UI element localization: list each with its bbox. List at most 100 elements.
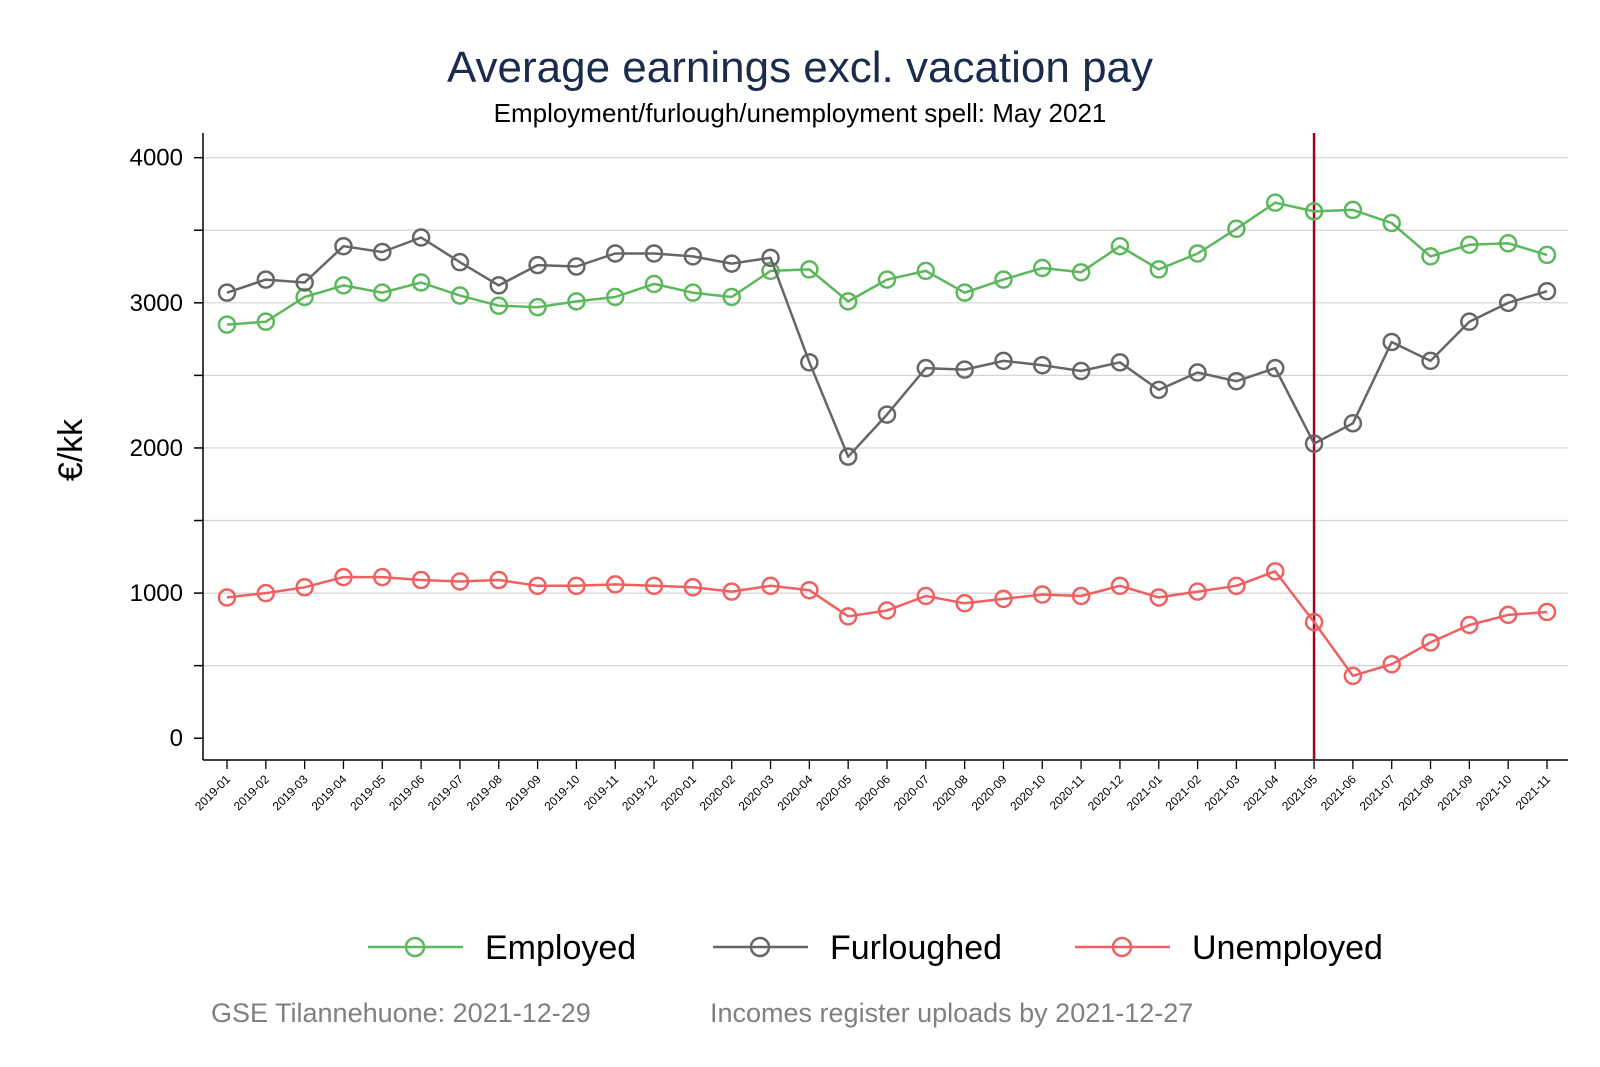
- data-point: [683, 283, 703, 302]
- x-tick-label: 2019-05: [347, 772, 388, 813]
- data-point: [1265, 562, 1285, 581]
- data-point: [217, 315, 237, 334]
- data-point: [916, 261, 936, 281]
- data-point: [916, 586, 936, 606]
- x-ticks: 2019-012019-022019-032019-042019-052019-…: [192, 760, 1553, 813]
- data-point: [1421, 247, 1440, 266]
- data-point: [1227, 576, 1246, 596]
- data-point: [1537, 602, 1557, 622]
- data-point: [1071, 586, 1091, 606]
- data-point: [373, 567, 392, 587]
- x-tick-label: 2019-07: [425, 772, 466, 813]
- x-tick-label: 2020-11: [1047, 772, 1088, 813]
- gridlines: [203, 157, 1568, 667]
- x-tick-label: 2021-06: [1318, 772, 1359, 813]
- data-point: [1537, 245, 1557, 265]
- data-point: [295, 578, 314, 597]
- x-tick-label: 2021-05: [1279, 772, 1320, 813]
- data-point: [1188, 582, 1207, 601]
- data-point: [1110, 353, 1130, 372]
- legend-marker: [1111, 936, 1133, 958]
- legend: Employed Furloughed Unemployed: [368, 929, 1383, 967]
- data-point: [295, 287, 314, 307]
- data-point: [955, 594, 974, 613]
- data-point: [877, 601, 897, 620]
- data-point: [1343, 414, 1363, 433]
- data-point: [528, 255, 547, 275]
- data-point: [1149, 260, 1169, 279]
- data-point: [1071, 263, 1091, 282]
- legend-item-furloughed: Furloughed: [713, 929, 1002, 967]
- x-tick-label: 2020-05: [813, 772, 854, 813]
- data-point: [605, 244, 625, 263]
- data-point: [722, 287, 741, 307]
- data-point: [1382, 332, 1401, 352]
- data-point: [1460, 615, 1479, 635]
- footer-left-note: GSE Tilannehuone: 2021-12-29: [211, 998, 591, 1028]
- data-point: [916, 358, 936, 378]
- data-point: [1343, 200, 1363, 220]
- x-tick-label: 2020-12: [1085, 772, 1126, 813]
- data-point: [567, 576, 586, 596]
- x-tick-label: 2020-07: [891, 772, 932, 813]
- y-tick-label: 0: [170, 725, 183, 752]
- data-point: [1110, 576, 1130, 596]
- x-tick-label: 2021-03: [1201, 772, 1242, 813]
- data-point: [334, 236, 353, 256]
- chart-subtitle: Employment/furlough/unemployment spell: …: [494, 98, 1107, 128]
- data-point: [605, 287, 625, 307]
- data-point: [1421, 351, 1440, 371]
- x-tick-label: 2021-07: [1357, 772, 1398, 813]
- y-axis-label: €/kk: [52, 418, 90, 481]
- x-tick-label: 2020-08: [930, 772, 971, 813]
- x-tick-label: 2020-06: [852, 772, 893, 813]
- data-point: [877, 405, 897, 424]
- data-point: [489, 570, 509, 590]
- x-tick-label: 2019-06: [386, 772, 427, 813]
- x-tick-label: 2019-08: [464, 772, 505, 813]
- y-tick-label: 3000: [130, 290, 183, 317]
- data-point: [1304, 434, 1324, 453]
- x-tick-label: 2020-02: [697, 772, 738, 813]
- legend-item-unemployed: Unemployed: [1075, 929, 1383, 967]
- data-point: [683, 578, 703, 597]
- x-tick-label: 2019-04: [309, 772, 350, 813]
- data-point: [644, 576, 664, 596]
- x-tick-label: 2021-04: [1240, 772, 1281, 813]
- data-point: [256, 583, 276, 603]
- data-point: [644, 244, 664, 263]
- data-point: [1382, 654, 1401, 674]
- y-tick-label: 2000: [130, 435, 183, 462]
- chart-title: Average earnings excl. vacation pay: [447, 43, 1153, 92]
- data-point: [1227, 371, 1246, 391]
- x-tick-label: 2020-03: [736, 772, 777, 813]
- legend-label: Unemployed: [1192, 929, 1383, 967]
- data-point: [567, 292, 586, 311]
- data-point: [1149, 380, 1169, 400]
- data-point: [994, 270, 1013, 289]
- x-tick-label: 2020-10: [1007, 772, 1048, 813]
- series-group: [217, 193, 1557, 686]
- series-line: [226, 236, 1548, 458]
- data-point: [411, 228, 431, 247]
- data-point: [411, 273, 431, 292]
- data-point: [955, 283, 974, 302]
- x-tick-label: 2020-04: [774, 772, 815, 813]
- x-tick-label: 2020-09: [969, 772, 1010, 813]
- data-point: [683, 247, 703, 266]
- data-point: [722, 582, 741, 601]
- series-employed: [217, 193, 1557, 334]
- data-point: [1033, 258, 1052, 278]
- data-point: [761, 261, 780, 281]
- data-point: [1382, 213, 1401, 233]
- x-tick-label: 2021-10: [1473, 772, 1514, 813]
- data-point: [567, 257, 586, 276]
- y-tick-label: 4000: [130, 145, 183, 172]
- x-tick-label: 2019-09: [503, 772, 544, 813]
- data-point: [1498, 234, 1518, 253]
- data-point: [411, 570, 431, 590]
- x-tick-label: 2020-01: [658, 772, 699, 813]
- data-point: [373, 242, 392, 262]
- data-point: [528, 576, 547, 596]
- x-tick-label: 2021-02: [1163, 772, 1204, 813]
